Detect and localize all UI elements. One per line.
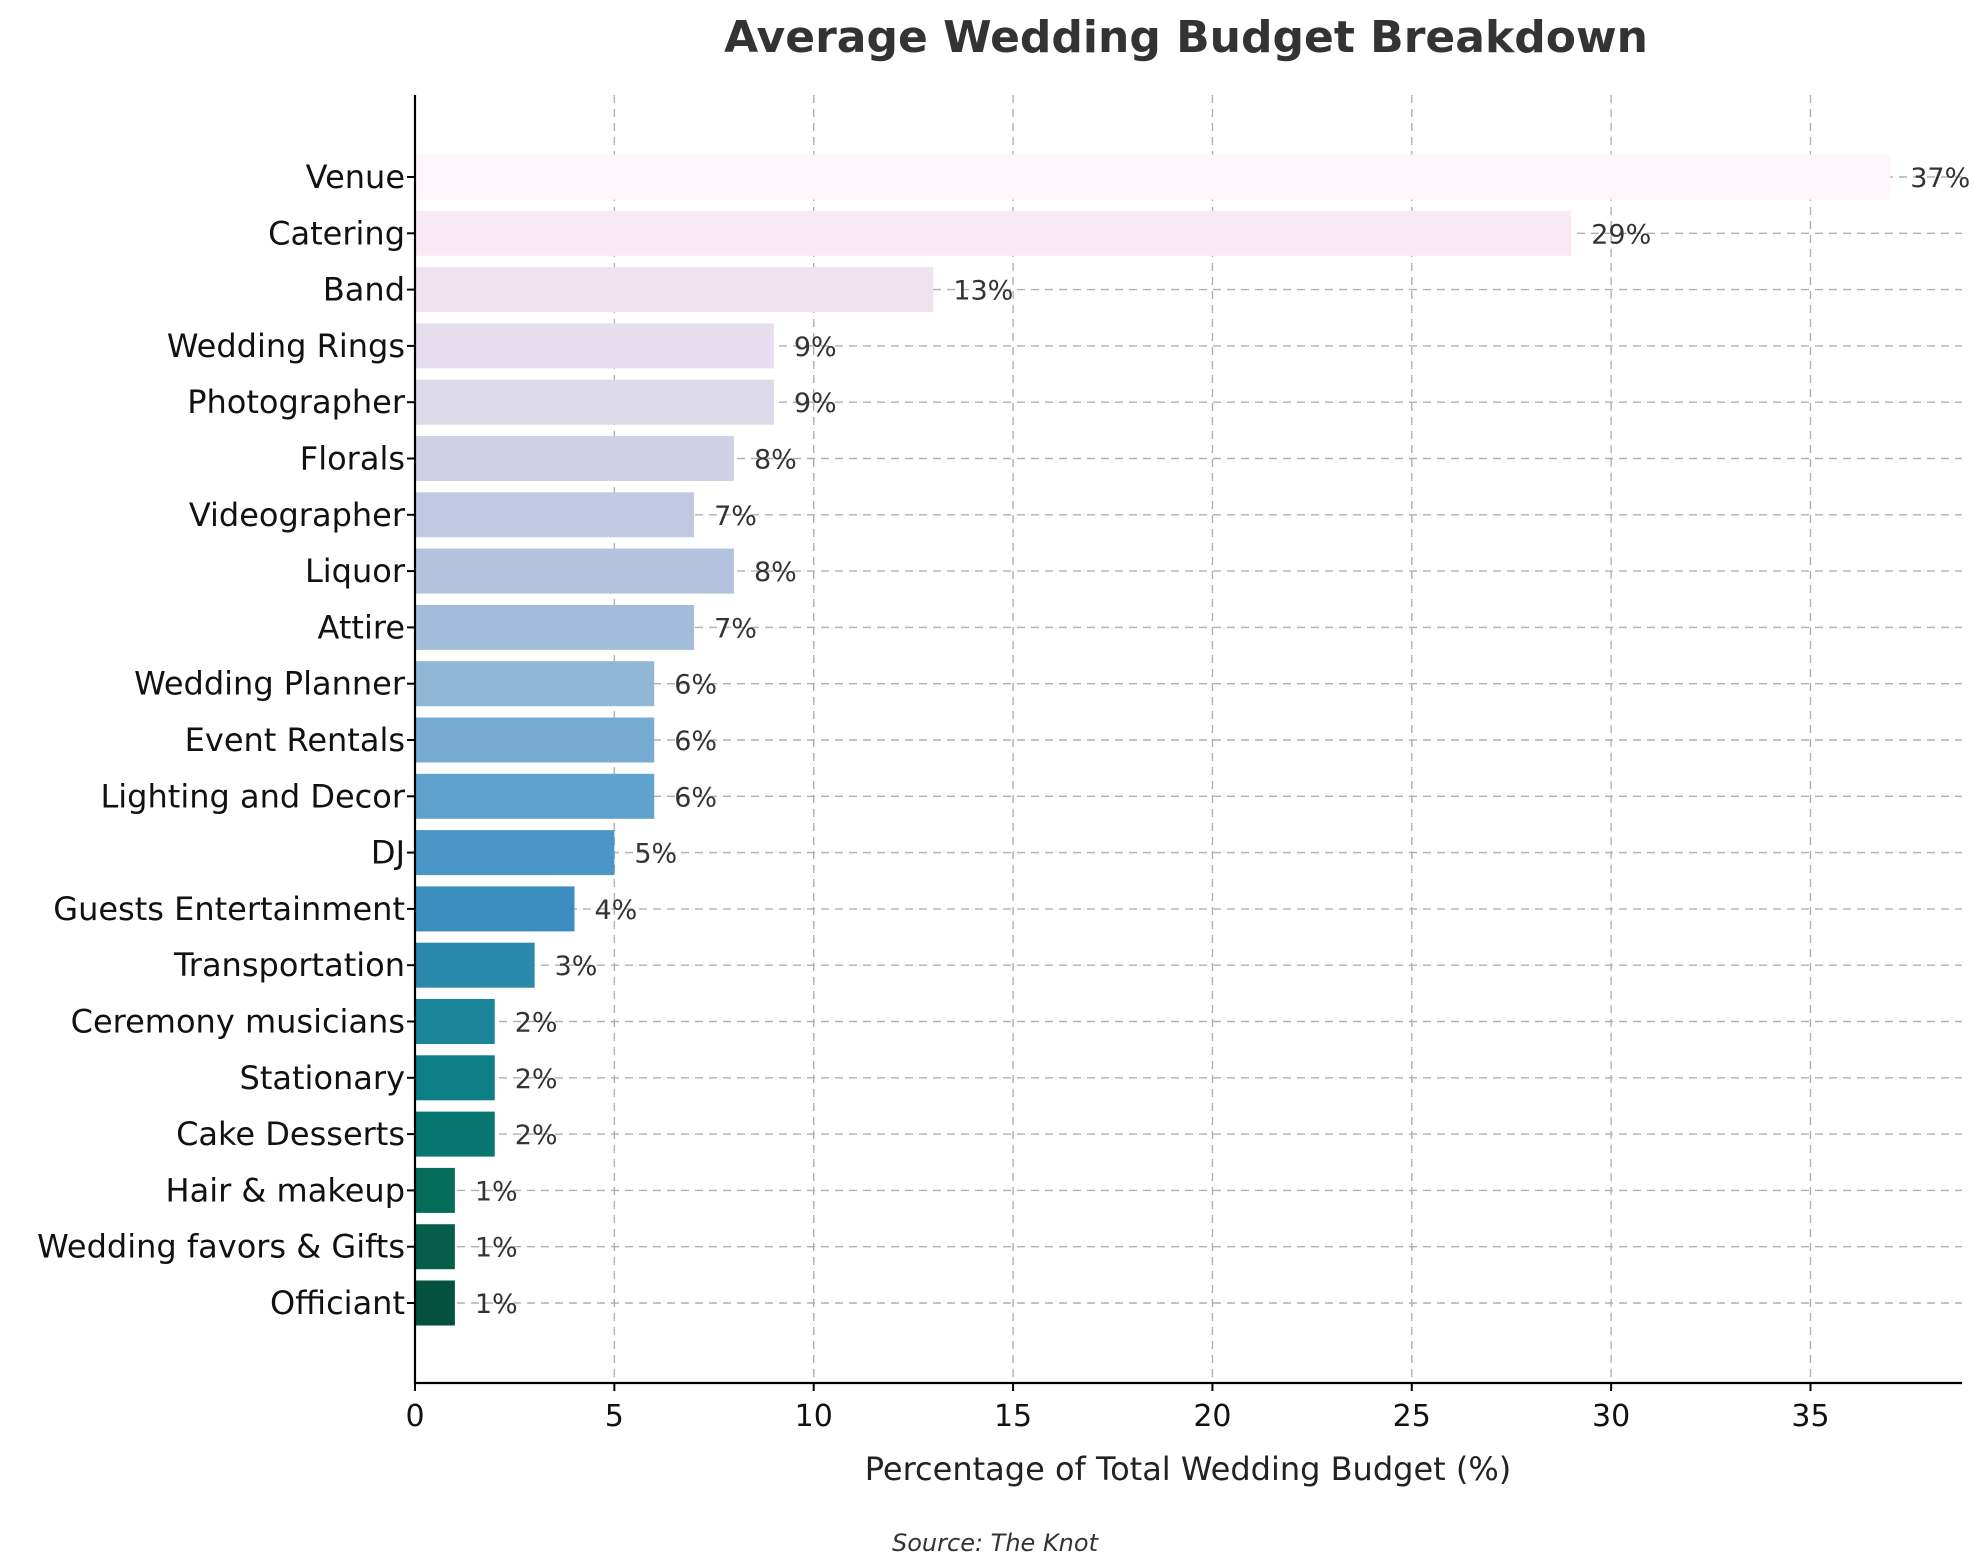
value-label: 9% [794, 388, 837, 419]
value-label: 6% [674, 726, 717, 757]
category-label: Attire [318, 608, 405, 646]
category-label: Guests Entertainment [53, 890, 405, 928]
category-label: Photographer [187, 383, 406, 421]
bar [415, 379, 774, 425]
bar [415, 492, 695, 538]
value-label: 1% [475, 1176, 518, 1207]
value-label: 4% [594, 895, 637, 926]
bar [415, 886, 575, 932]
x-tick-label: 30 [1592, 1399, 1630, 1434]
bar [415, 154, 1891, 200]
value-label: 9% [794, 332, 837, 363]
bar [415, 1111, 495, 1157]
bar [415, 773, 655, 819]
bar [415, 267, 934, 313]
value-label: 3% [555, 951, 598, 982]
value-label: 8% [754, 557, 797, 588]
category-label: Wedding Rings [167, 327, 405, 365]
bar [415, 942, 535, 988]
x-tick-label: 0 [405, 1399, 424, 1434]
x-tick-label: 5 [605, 1399, 624, 1434]
bar [415, 604, 695, 650]
x-tick-label: 10 [795, 1399, 833, 1434]
value-labels: 37% 29% 13% 9% 9% 8% 7% 8% 7% 6% 6% 6% 5% 4% 3% 2% 2% 2% 1… [475, 163, 1970, 1320]
category-label: Catering [268, 214, 405, 252]
category-label: Venue [306, 158, 405, 196]
category-label: Florals [300, 440, 405, 478]
bar [415, 1224, 455, 1270]
x-tick-label: 25 [1393, 1399, 1431, 1434]
value-label: 29% [1591, 219, 1651, 250]
bar [415, 717, 655, 763]
value-label: 2% [515, 1064, 558, 1095]
bar [415, 210, 1572, 256]
value-label: 2% [515, 1008, 558, 1039]
category-label: Band [323, 271, 405, 309]
category-label: Officiant [270, 1284, 405, 1322]
value-label: 1% [475, 1233, 518, 1264]
x-tick-label: 35 [1791, 1399, 1829, 1434]
bars [415, 154, 1891, 1326]
value-label: 6% [674, 782, 717, 813]
chart-title: Average Wedding Budget Breakdown [724, 12, 1648, 63]
category-labels: Venue Catering Band Wedding Rings Photograph… [37, 158, 415, 1322]
category-label: Wedding Planner [134, 665, 406, 703]
category-label: Cake Desserts [176, 1115, 405, 1153]
category-label: Wedding favors & Gifts [37, 1228, 405, 1266]
x-axis-label: Percentage of Total Wedding Budget (%) [865, 1450, 1511, 1488]
category-label: DJ [371, 834, 405, 872]
bar [415, 1280, 455, 1326]
category-label: Stationary [240, 1059, 405, 1097]
source-note: Source: The Knot [892, 1529, 1100, 1557]
bar [415, 1055, 495, 1101]
category-label: Event Rentals [185, 721, 405, 759]
category-label: Lighting and Decor [100, 777, 405, 815]
bar [415, 323, 774, 369]
bar [415, 1167, 455, 1213]
bar [415, 999, 495, 1044]
value-label: 1% [475, 1289, 518, 1320]
value-label: 5% [634, 839, 677, 870]
value-label: 2% [515, 1120, 558, 1151]
value-label: 7% [714, 501, 757, 532]
value-label: 13% [953, 276, 1013, 307]
category-label: Videographer [189, 496, 406, 534]
category-label: Ceremony musicians [71, 1003, 405, 1041]
value-label: 8% [754, 445, 797, 476]
value-label: 7% [714, 613, 757, 644]
category-label: Hair & makeup [166, 1171, 405, 1209]
category-label: Transportation [173, 946, 405, 984]
category-label: Liquor [305, 552, 406, 590]
x-tick-label: 20 [1193, 1399, 1231, 1434]
value-label: 6% [674, 670, 717, 701]
bar [415, 548, 734, 594]
bar [415, 661, 655, 707]
bar [415, 436, 734, 481]
value-label: 37% [1910, 163, 1970, 194]
x-tick-labels: 0 5 10 15 20 25 30 35 [405, 1383, 1830, 1434]
x-tick-label: 15 [994, 1399, 1032, 1434]
bar [415, 830, 615, 876]
